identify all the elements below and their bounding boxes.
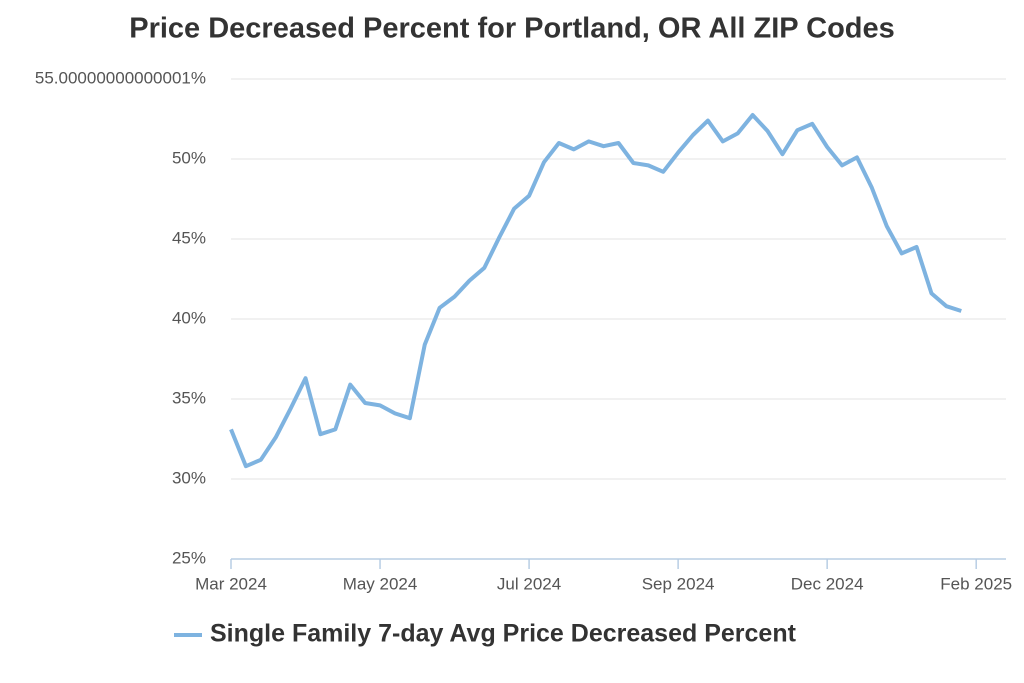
- y-tick-label: 55.00000000000001%: [35, 68, 206, 87]
- data-line: [229, 113, 962, 469]
- y-tick-label: 50%: [172, 148, 206, 167]
- y-tick-label: 35%: [172, 388, 206, 407]
- x-tick-label: Feb 2025: [940, 574, 1012, 593]
- y-tick-label: 45%: [172, 228, 206, 247]
- legend-label: Single Family 7-day Avg Price Decreased …: [210, 620, 797, 648]
- y-tick-label: 30%: [172, 468, 206, 487]
- x-tick-label: Mar 2024: [195, 574, 267, 593]
- y-tick-label: 25%: [172, 548, 206, 567]
- x-tick-label: Sep 2024: [642, 574, 715, 593]
- x-tick-label: May 2024: [343, 574, 418, 593]
- x-tick-label: Jul 2024: [497, 574, 561, 593]
- x-tick-label: Dec 2024: [791, 574, 864, 593]
- chart-title: Price Decreased Percent for Portland, OR…: [129, 13, 895, 45]
- y-tick-label: 40%: [172, 308, 206, 327]
